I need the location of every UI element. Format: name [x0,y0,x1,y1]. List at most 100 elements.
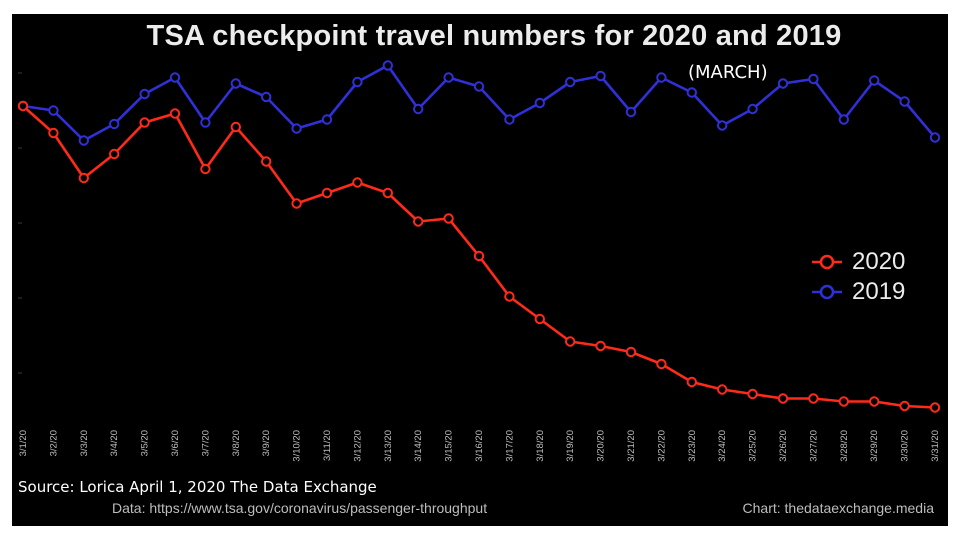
data-point-2019 [777,78,789,89]
series-2019 [17,60,941,146]
data-point-2020 [656,358,667,370]
data-credit: Data: https://www.tsa.gov/coronavirus/pa… [112,500,488,516]
x-tick-label: 3/3/20 [79,430,90,456]
data-point-2019 [504,114,515,125]
x-tick-label: 3/13/20 [383,430,394,462]
data-point-2020 [382,187,393,199]
data-point-2020 [413,216,424,227]
legend-item-2019: 2019 [812,277,905,307]
data-point-2020 [78,172,90,184]
data-point-2019 [443,72,454,83]
series-line-2019 [22,64,936,142]
data-point-2020 [899,400,910,412]
chart-subtitle: (MARCH) [688,62,768,83]
data-point-2020 [473,250,485,262]
data-point-2019 [656,72,667,83]
data-point-2020 [17,100,29,112]
data-point-2019 [899,96,910,107]
data-point-2019 [413,103,424,115]
x-tick-label: 3/15/20 [444,430,455,462]
legend-swatch-2020-icon [812,254,842,270]
x-tick-label: 3/2/20 [48,430,59,456]
data-point-2020 [595,340,606,352]
data-point-2019 [686,87,697,98]
data-point-2019 [838,114,849,125]
x-tick-label: 3/12/20 [352,430,363,462]
y-axis-ticks [18,72,22,374]
x-tick-label: 3/23/20 [687,430,698,462]
data-point-2020 [747,388,758,400]
chart-frame: TSA checkpoint travel numbers for 2020 a… [12,14,948,526]
data-point-2020 [48,127,59,139]
x-tick-label: 3/28/20 [839,430,850,462]
data-point-2019 [169,72,181,83]
x-tick-label: 3/14/20 [413,430,424,462]
data-point-2019 [717,120,728,131]
data-point-2020 [443,213,454,224]
x-tick-label: 3/31/20 [930,430,941,462]
x-tick-label: 3/19/20 [565,430,576,462]
data-point-2019 [139,88,150,100]
data-point-2019 [382,60,393,71]
data-point-2020 [534,313,545,325]
legend-label-2020: 2020 [852,248,906,275]
data-point-2019 [200,117,211,128]
series-2020 [17,100,941,413]
x-tick-label: 3/9/20 [261,430,272,456]
data-point-2019 [565,76,576,88]
data-point-2020 [352,177,363,188]
data-point-2020 [261,156,272,167]
data-point-2020 [686,376,697,388]
x-tick-label: 3/4/20 [109,430,120,456]
x-tick-label: 3/16/20 [474,430,485,462]
series-layer [17,60,941,413]
x-tick-label: 3/18/20 [535,430,546,462]
data-point-2020 [929,402,941,413]
data-point-2020 [777,393,789,404]
x-tick-label: 3/24/20 [717,430,728,462]
legend: 2020 2019 [812,247,905,307]
data-point-2019 [48,105,59,116]
data-point-2019 [352,76,363,88]
x-tick-label: 3/22/20 [656,430,667,462]
line-chart: 3/1/20 3/2/20 3/3/20 3/4/20 3/5/20 3/6/20 3/7/… [17,60,941,462]
x-tick-label: 3/6/20 [170,430,181,456]
x-tick-label: 3/1/20 [18,430,29,456]
x-tick-label: 3/8/20 [231,430,242,456]
x-tick-label: 3/10/20 [292,430,303,462]
chart-title: TSA checkpoint travel numbers for 2020 a… [146,20,842,52]
data-point-2019 [109,118,120,130]
legend-item-2020: 2020 [812,247,905,277]
data-point-2019 [869,75,880,86]
source-note: Source: Lorica April 1, 2020 The Data Ex… [18,478,377,496]
data-point-2020 [625,346,637,358]
data-point-2020 [321,187,333,199]
x-tick-label: 3/5/20 [140,430,151,456]
chart-credit: Chart: thedataexchange.media [742,500,934,516]
data-point-2020 [717,384,728,395]
x-tick-label: 3/11/20 [322,430,333,461]
data-point-2019 [230,78,242,89]
data-point-2019 [321,114,333,125]
x-tick-label: 3/25/20 [748,430,759,462]
x-tick-label: 3/30/20 [900,430,911,462]
data-point-2019 [595,70,606,82]
legend-label-2019: 2019 [852,278,906,305]
data-point-2020 [291,198,302,209]
data-point-2019 [473,81,485,92]
legend-swatch-2019-icon [812,284,842,300]
x-tick-label: 3/17/20 [504,430,515,462]
data-point-2020 [808,393,819,404]
data-point-2019 [291,123,302,134]
data-point-2019 [78,135,90,146]
data-point-2019 [747,103,758,115]
data-point-2019 [625,106,637,118]
data-point-2020 [869,396,880,407]
data-point-2019 [929,132,941,143]
x-tick-label: 3/29/20 [869,430,880,462]
data-point-2019 [261,91,272,103]
data-point-2020 [230,121,242,133]
x-tick-label: 3/20/20 [596,430,607,462]
data-point-2020 [139,117,150,128]
data-point-2019 [808,73,819,85]
